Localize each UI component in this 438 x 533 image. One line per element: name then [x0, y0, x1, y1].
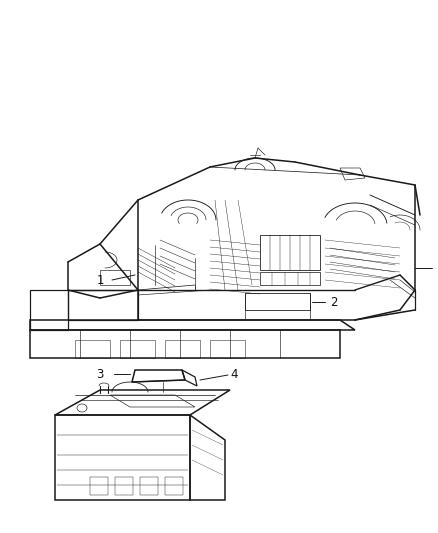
Text: 4: 4 [230, 368, 237, 382]
Text: 3: 3 [96, 367, 104, 381]
Text: 2: 2 [330, 295, 338, 309]
Text: 1: 1 [96, 273, 104, 287]
